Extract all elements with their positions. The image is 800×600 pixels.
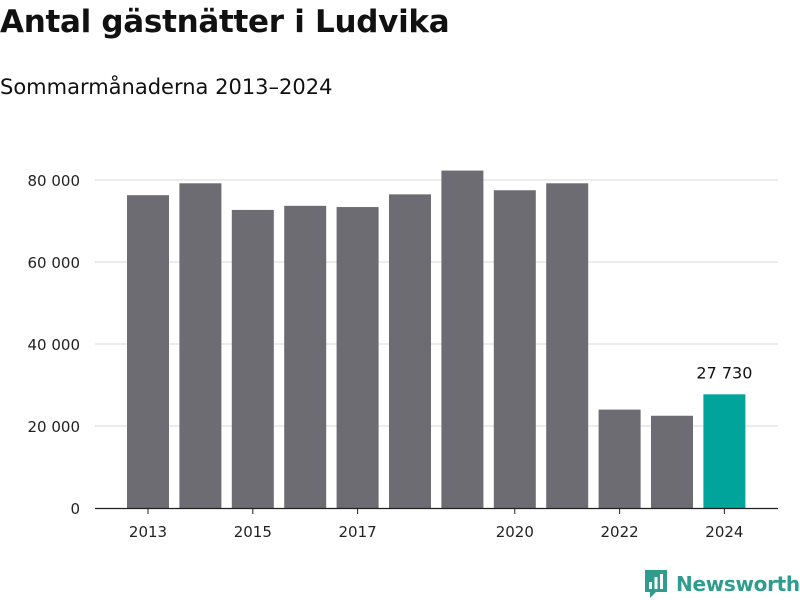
x-tick-label: 2013 (129, 523, 167, 541)
chart-subtitle: Sommarmånaderna 2013–2024 (0, 75, 333, 99)
x-tick-label: 2015 (234, 523, 272, 541)
data-label: 27 730 (696, 363, 752, 382)
bar-2020 (493, 190, 536, 508)
x-tick-label: 2024 (705, 523, 743, 541)
chart-title: Antal gästnätter i Ludvika (0, 4, 450, 40)
labels: 0 20 000 40 000 60 000 80 000 2013 2015 2017 202… (28, 172, 753, 541)
bars (127, 170, 746, 509)
bar-2024 (703, 394, 746, 508)
y-tick-label: 40 000 (28, 336, 81, 354)
logo-text: Newsworthy (676, 572, 800, 596)
bar-2013 (127, 195, 169, 509)
newsworthy-logo: Newsworthy (644, 569, 800, 599)
bar-2022 (598, 409, 641, 508)
x-tick-label: 2020 (496, 523, 534, 541)
bar-2018 (389, 194, 431, 508)
bar-2019 (441, 170, 484, 508)
y-tick-label: 60 000 (28, 254, 81, 272)
x-tick-label: 2017 (339, 523, 377, 541)
bar-2014 (179, 183, 222, 508)
bar-2017 (336, 207, 379, 508)
y-tick-label: 80 000 (28, 172, 81, 190)
bar-2021 (546, 183, 589, 508)
bar-2023 (651, 415, 693, 508)
bar-2015 (231, 209, 274, 508)
axes (95, 507, 778, 514)
y-tick-label: 20 000 (28, 418, 81, 436)
x-tick-label: 2022 (601, 523, 639, 541)
newsworthy-bar-chart-icon (645, 570, 667, 598)
bar-2016 (284, 205, 327, 508)
y-tick-label: 0 (70, 500, 80, 518)
